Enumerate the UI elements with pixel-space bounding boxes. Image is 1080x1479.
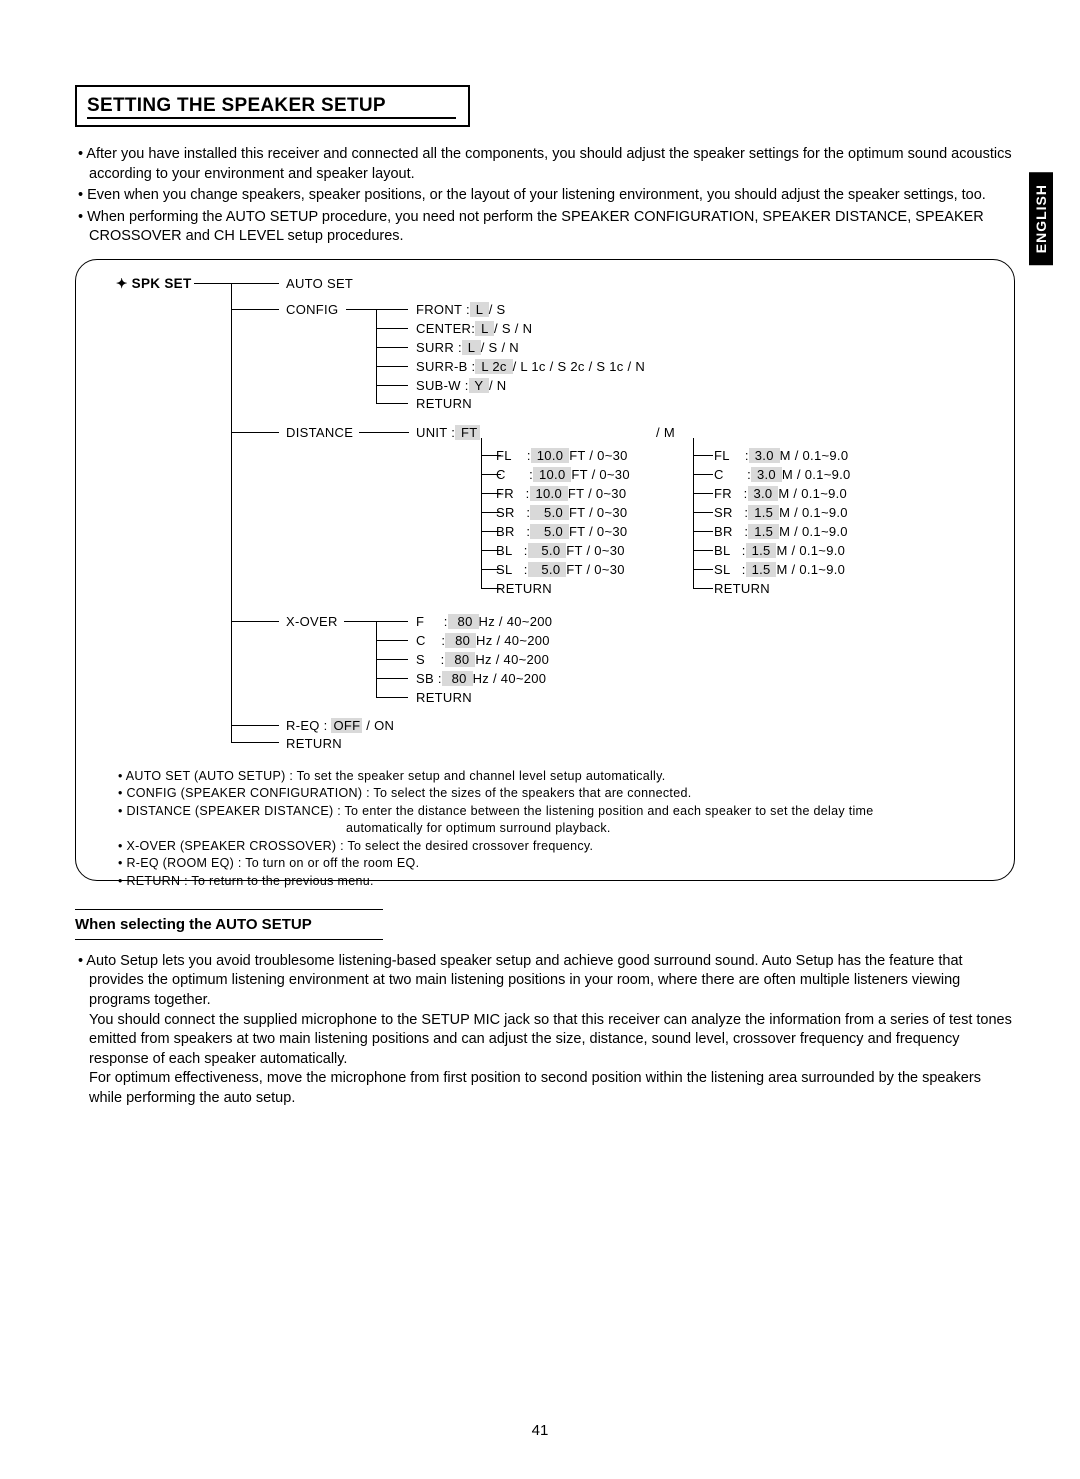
intro-item: • When performing the AUTO SETUP procedu… <box>75 208 1015 247</box>
m-return: RETURN <box>714 581 770 596</box>
ft-bl: BL : 5.0 FT / 0~30 <box>496 543 625 558</box>
section-title-box: SETTING THE SPEAKER SETUP <box>75 85 470 127</box>
menu-tree-diagram: ✦ SPK SET AUTO SET CONFIG DISTANCE X-OVE… <box>75 259 1015 881</box>
note-item: • X-OVER (SPEAKER CROSSOVER) : To select… <box>116 838 984 856</box>
intro-item: • Even when you change speakers, speaker… <box>75 186 1015 206</box>
dist-unit-m: / M <box>656 425 675 440</box>
cfg-return: RETURN <box>416 396 472 411</box>
l1-distance: DISTANCE <box>286 425 353 440</box>
l1-req: R-EQ : OFF / ON <box>286 718 394 733</box>
xo-s: S : 80 Hz / 40~200 <box>416 652 549 667</box>
m-c: C : 3.0 M / 0.1~9.0 <box>714 467 851 482</box>
language-tab: ENGLISH <box>1029 172 1053 265</box>
cfg-subw: SUB-W : Y / N <box>416 378 507 393</box>
auto-setup-paragraph: • Auto Setup lets you avoid troublesome … <box>75 952 1015 1109</box>
auto-setup-heading: When selecting the AUTO SETUP <box>75 909 383 940</box>
ft-sr: SR : 5.0 FT / 0~30 <box>496 505 627 520</box>
intro-bullets: • After you have installed this receiver… <box>75 145 1015 247</box>
tree-notes: • AUTO SET (AUTO SETUP) : To set the spe… <box>116 768 984 891</box>
cfg-surr: SURR : L / S / N <box>416 340 519 355</box>
cfg-surrb: SURR-B : L 2c / L 1c / S 2c / S 1c / N <box>416 359 645 374</box>
xo-return: RETURN <box>416 690 472 705</box>
m-fl: FL : 3.0 M / 0.1~9.0 <box>714 448 848 463</box>
ft-fr: FR : 10.0 FT / 0~30 <box>496 486 626 501</box>
ft-return: RETURN <box>496 581 552 596</box>
xo-c: C : 80 Hz / 40~200 <box>416 633 550 648</box>
note-item: • R-EQ (ROOM EQ) : To turn on or off the… <box>116 855 984 873</box>
ft-br: BR : 5.0 FT / 0~30 <box>496 524 627 539</box>
cfg-center: CENTER: L / S / N <box>416 321 532 336</box>
m-br: BR : 1.5 M / 0.1~9.0 <box>714 524 848 539</box>
m-sl: SL : 1.5 M / 0.1~9.0 <box>714 562 845 577</box>
m-fr: FR : 3.0 M / 0.1~9.0 <box>714 486 847 501</box>
intro-item: • After you have installed this receiver… <box>75 145 1015 184</box>
tree-root: ✦ SPK SET <box>116 276 192 292</box>
para-line: For optimum effectiveness, move the micr… <box>89 1069 1015 1108</box>
note-item: • RETURN : To return to the previous men… <box>116 873 984 891</box>
ft-fl: FL : 10.0 FT / 0~30 <box>496 448 628 463</box>
l1-xover: X-OVER <box>286 614 338 629</box>
note-item: • CONFIG (SPEAKER CONFIGURATION) : To se… <box>116 785 984 803</box>
l1-config: CONFIG <box>286 302 338 317</box>
xo-f: F : 80 Hz / 40~200 <box>416 614 552 629</box>
para-line: • Auto Setup lets you avoid troublesome … <box>89 952 1015 1011</box>
page-number: 41 <box>0 1422 1080 1439</box>
note-item-cont: automatically for optimum surround playb… <box>116 820 984 838</box>
l1-auto-set: AUTO SET <box>286 276 353 291</box>
ft-c: C : 10.0 FT / 0~30 <box>496 467 630 482</box>
m-sr: SR : 1.5 M / 0.1~9.0 <box>714 505 848 520</box>
para-line: You should connect the supplied micropho… <box>89 1011 1015 1070</box>
section-title: SETTING THE SPEAKER SETUP <box>87 95 386 116</box>
xo-sb: SB : 80 Hz / 40~200 <box>416 671 546 686</box>
note-item: • DISTANCE (SPEAKER DISTANCE) : To enter… <box>116 803 984 821</box>
cfg-front: FRONT : L / S <box>416 302 506 317</box>
l1-return: RETURN <box>286 736 342 751</box>
dist-unit: UNIT : FT <box>416 425 480 440</box>
note-item: • AUTO SET (AUTO SETUP) : To set the spe… <box>116 768 984 786</box>
ft-sl: SL : 5.0 FT / 0~30 <box>496 562 625 577</box>
m-bl: BL : 1.5 M / 0.1~9.0 <box>714 543 845 558</box>
